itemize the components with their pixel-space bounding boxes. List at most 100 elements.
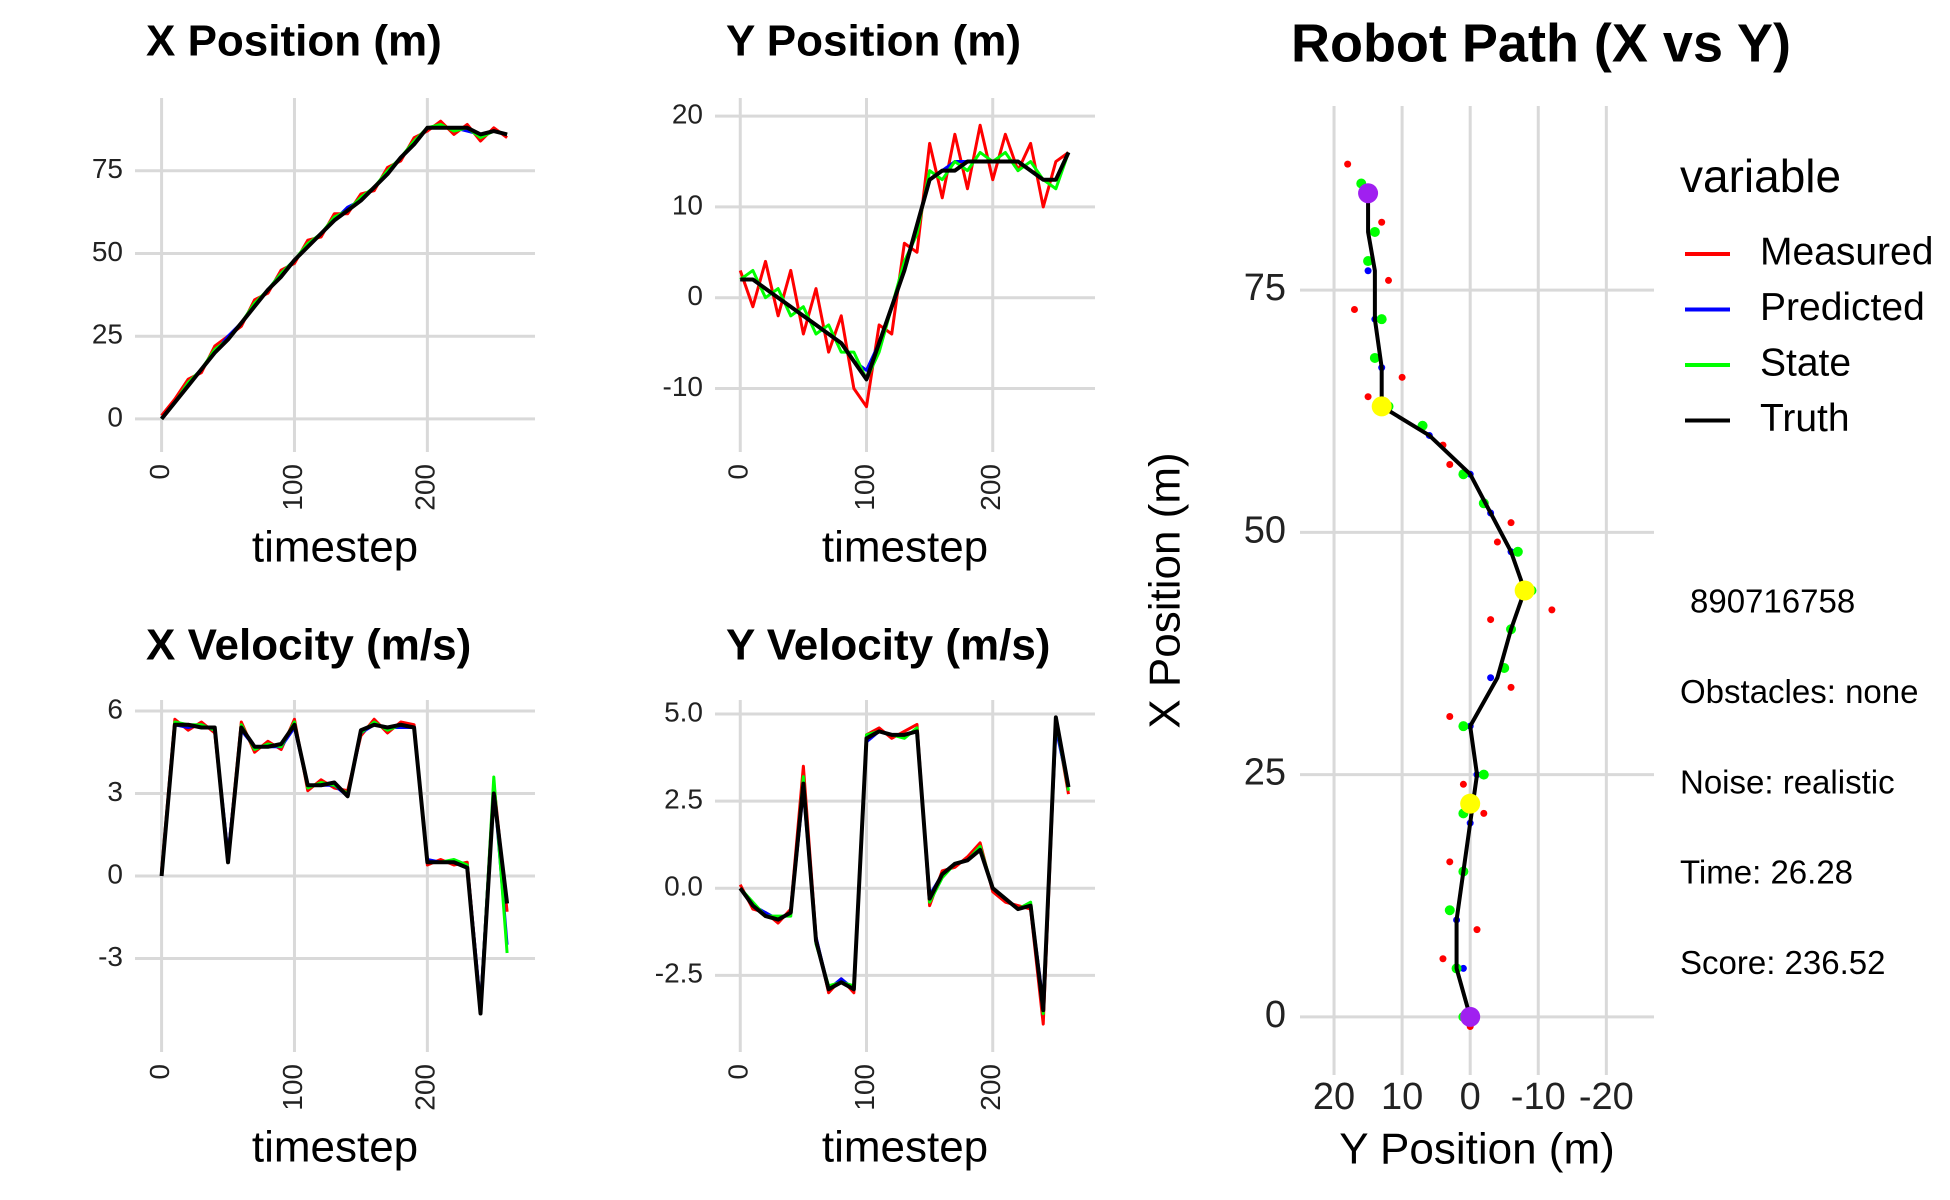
- x-axis-title: timestep: [252, 1123, 418, 1172]
- series-line: [738, 715, 1071, 1013]
- path-point: [1487, 674, 1495, 682]
- chart-title: Y Velocity (m/s): [726, 621, 1050, 670]
- x-tick-label: -20: [1579, 1076, 1634, 1118]
- legend-label: Predicted: [1760, 286, 1925, 329]
- y-tick-label: 75: [1244, 267, 1286, 309]
- series-line: [740, 151, 1071, 382]
- annotation: Time: 26.28: [1680, 854, 1853, 891]
- path-point: [1363, 256, 1374, 267]
- y-tick-label: -2.5: [655, 958, 703, 989]
- path-point: [1439, 955, 1447, 963]
- x-axis-title: timestep: [252, 523, 418, 572]
- y-tick-label: 3: [107, 776, 123, 807]
- y-tick-label: 0: [687, 280, 703, 311]
- path-point: [1446, 712, 1454, 720]
- series-line: [160, 125, 508, 421]
- x-tick-label: 100: [849, 464, 880, 511]
- annotation: 890716758: [1690, 583, 1855, 620]
- y-tick-label: 0: [107, 401, 123, 432]
- x-tick-label: 200: [975, 1064, 1006, 1111]
- waypoint-marker: [1358, 183, 1379, 204]
- y-tick-label: 25: [1244, 752, 1286, 794]
- y-tick-label: 5.0: [664, 696, 703, 727]
- path-point: [1398, 373, 1406, 381]
- waypoint-marker: [1460, 793, 1481, 814]
- annotation: Obstacles: none: [1680, 673, 1918, 710]
- x-tick-label: 100: [849, 1064, 880, 1111]
- x-tick-label: 200: [410, 464, 441, 511]
- path-point: [1459, 964, 1467, 972]
- annotation: Score: 236.52: [1680, 944, 1885, 981]
- legend: variable Measured Predicted State Truth: [1680, 150, 1933, 440]
- path-point: [1458, 721, 1469, 732]
- path-point: [1507, 519, 1515, 527]
- x-tick-label: 0: [144, 1064, 175, 1080]
- y-tick-label: 20: [672, 99, 703, 130]
- path-point: [1473, 926, 1481, 934]
- waypoint-marker: [1371, 396, 1392, 417]
- legend-label: Truth: [1760, 397, 1850, 440]
- legend-label: Measured: [1760, 230, 1933, 273]
- x-tick-label: 10: [1381, 1076, 1423, 1118]
- path-point: [1548, 606, 1556, 614]
- path-point: [1344, 160, 1352, 168]
- path-point: [1369, 226, 1380, 237]
- path-point: [1446, 461, 1454, 469]
- x-tick-label: 100: [277, 464, 308, 511]
- x-tick-label: 200: [975, 464, 1006, 511]
- y-tick-label: -3: [98, 941, 123, 972]
- x-axis-title: timestep: [822, 523, 988, 572]
- legend-title: variable: [1680, 150, 1841, 202]
- y-tick-label: 2.5: [664, 783, 703, 814]
- path-point: [1364, 393, 1372, 401]
- y-tick-label: 6: [107, 693, 123, 724]
- waypoint-marker: [1514, 580, 1535, 601]
- x-tick-label: 0: [723, 464, 754, 480]
- series-line: [159, 722, 510, 1016]
- x-tick-label: 0: [723, 1064, 754, 1080]
- y-tick-label: -10: [663, 371, 703, 402]
- path-point: [1478, 769, 1489, 780]
- y-tick-label: 50: [1244, 509, 1286, 551]
- x-tick-label: 0: [1460, 1076, 1481, 1118]
- y-tick-label: 0.0: [664, 871, 703, 902]
- series-line: [739, 150, 1070, 381]
- path-point: [1487, 616, 1495, 624]
- y-tick-label: 75: [92, 153, 123, 184]
- chart-title: X Velocity (m/s): [146, 621, 471, 670]
- y-tick-label: 10: [672, 189, 703, 220]
- x-axis-title: timestep: [822, 1123, 988, 1172]
- path-point: [1369, 352, 1380, 363]
- path-point: [1364, 267, 1372, 275]
- x-tick-label: -10: [1511, 1076, 1566, 1118]
- path-point: [1512, 546, 1523, 557]
- waypoint-marker: [1460, 1006, 1481, 1027]
- y-axis-title: X Position (m): [1141, 452, 1190, 728]
- x-tick-label: 20: [1313, 1076, 1355, 1118]
- path-point: [1493, 538, 1501, 546]
- y-tick-label: 0: [107, 858, 123, 889]
- chart-title: X Position (m): [146, 17, 442, 66]
- path-point: [1459, 780, 1467, 788]
- x-tick-label: 0: [144, 464, 175, 480]
- legend-label: State: [1760, 341, 1851, 384]
- x-tick-label: 100: [277, 1064, 308, 1111]
- series-line: [738, 123, 1070, 409]
- x-axis-title: Y Position (m): [1339, 1125, 1615, 1174]
- path-point: [1376, 314, 1387, 325]
- path-point: [1446, 858, 1454, 866]
- y-tick-label: 0: [1265, 994, 1286, 1036]
- path-point: [1385, 276, 1392, 284]
- x-tick-label: 200: [410, 1064, 441, 1111]
- path-point: [1378, 218, 1386, 226]
- chart-title: Robot Path (X vs Y): [1291, 13, 1791, 73]
- path-point: [1507, 683, 1515, 691]
- chart-title: Y Position (m): [726, 17, 1021, 66]
- path-point: [1350, 305, 1358, 313]
- path-point: [1444, 905, 1455, 916]
- path-line: [1366, 193, 1527, 1018]
- annotation: Noise: realistic: [1680, 763, 1895, 800]
- y-tick-label: 50: [92, 236, 123, 267]
